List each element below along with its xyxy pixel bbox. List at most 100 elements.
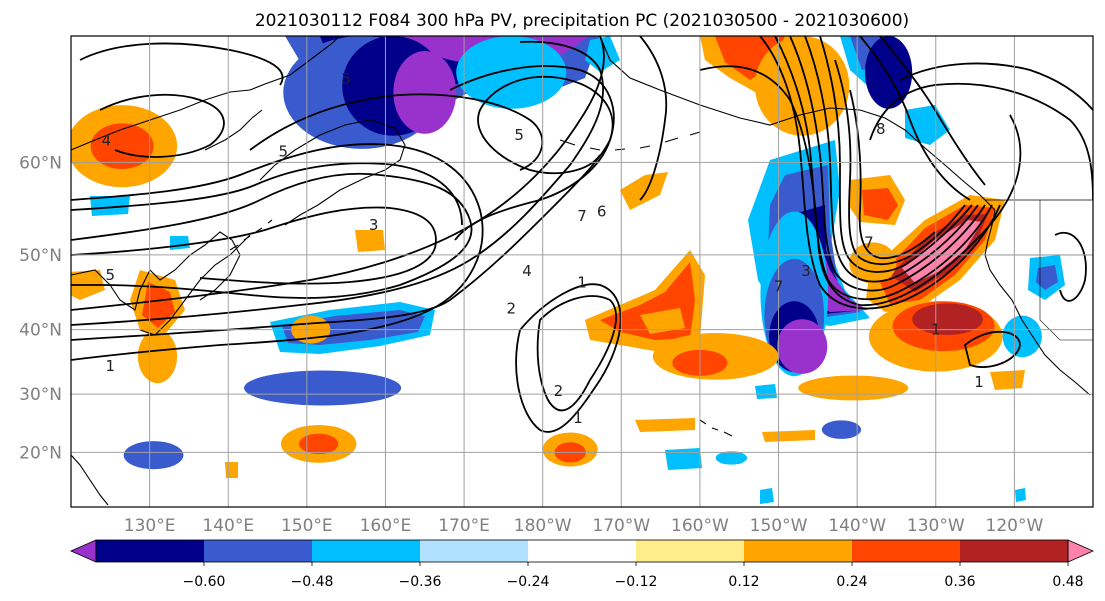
pos-anomaly-region — [355, 230, 385, 252]
pv-contour — [759, 36, 1001, 310]
anomaly-ellipses — [71, 36, 1042, 470]
colorbar-segment — [636, 540, 745, 562]
pv-contour-label: 5 — [278, 143, 288, 161]
latitude-tick-label: 60°N — [19, 153, 62, 173]
colorbar-segment — [960, 540, 1069, 562]
colorbar-segment — [312, 540, 421, 562]
pv-contour — [804, 36, 979, 283]
colorbar-segment — [852, 540, 961, 562]
colorbar-extend-low — [70, 539, 97, 563]
coastline-philippines — [71, 454, 109, 506]
coastline-north-america — [984, 209, 1091, 396]
pv-contour — [859, 36, 971, 201]
pv-contour — [79, 42, 284, 86]
neg-anomaly-region — [755, 384, 777, 399]
colorbar-tick-label: −0.48 — [291, 574, 334, 590]
pv-contour-label: 5 — [514, 126, 524, 144]
pv-contour-label: 1 — [573, 409, 583, 427]
pv-contour — [774, 36, 993, 301]
pv-contour-label: 1 — [106, 357, 116, 375]
longitude-tick-label: 120°W — [986, 516, 1044, 536]
pos-anomaly-blob — [137, 329, 178, 384]
colorbar-tick-label: 0.48 — [1052, 574, 1083, 590]
pos-anomaly-blob — [798, 375, 909, 401]
pos-anomaly-region — [762, 430, 815, 442]
pv-contour — [1054, 232, 1087, 302]
pv-contour-label: 3 — [369, 216, 379, 234]
coastline-kuril-islands — [229, 219, 273, 251]
pv-contour — [849, 89, 936, 259]
colorbar-tick-label: 0.12 — [728, 574, 759, 590]
coastline-alaska — [599, 36, 996, 211]
lat-lon-grid — [71, 36, 1093, 507]
longitude-tick-label: 130°E — [124, 516, 176, 536]
colorbar-segment — [528, 540, 637, 562]
pv-contour-label: 2 — [554, 382, 564, 400]
pv-contour-label: 8 — [876, 120, 886, 138]
pv-contour — [71, 40, 604, 326]
neg-anomaly-region — [1036, 265, 1058, 290]
longitude-tick-label: 150°E — [281, 516, 333, 536]
latitude-tick-label: 20°N — [19, 443, 62, 463]
pv-contour — [71, 206, 437, 285]
coastline-east-asia — [71, 36, 341, 151]
neg-anomaly-blob — [123, 441, 184, 470]
colorbar-tick-label: −0.60 — [183, 574, 226, 590]
pos-anomaly-region — [620, 172, 668, 210]
pv-contour — [71, 143, 484, 361]
neg-anomaly-region — [1015, 488, 1026, 502]
colorbar-tick-label: 0.24 — [836, 574, 867, 590]
colorbar-outline — [95, 539, 1069, 563]
pv-contour-label: 1 — [974, 373, 984, 391]
pv-contour-label: 2 — [506, 300, 516, 318]
pv-contour-label: 7 — [774, 277, 784, 295]
neg-anomaly-blob — [456, 36, 567, 109]
pos-anomaly-region — [635, 418, 695, 432]
pos-anomaly-blob — [90, 123, 154, 169]
neg-anomaly-region — [170, 236, 190, 250]
coastline-aleutians — [559, 131, 701, 151]
pv-contour-label: 7 — [577, 207, 587, 225]
longitude-tick-label: 150°W — [750, 516, 808, 536]
map-axis-ticks: 130°E 140°E 150°E 160°E 170°E 180°W 170°W 160°W… — [19, 153, 1043, 536]
colorbar-tick-label: −0.12 — [615, 574, 658, 590]
pv-contour — [449, 65, 615, 241]
colorbar-extend-high — [1067, 539, 1094, 563]
longitude-tick-label: 170°E — [438, 516, 490, 536]
pv-contour — [899, 62, 1093, 111]
longitude-tick-label: 170°W — [592, 516, 650, 536]
pv-contour — [515, 283, 622, 433]
neg-anomaly-blob — [393, 51, 457, 134]
longitude-tick-label: 130°W — [907, 516, 965, 536]
pv-contour — [869, 82, 1093, 201]
colorbar-segment — [744, 540, 853, 562]
colorbar-tick-label: −0.36 — [399, 574, 442, 590]
latitude-tick-label: 50°N — [19, 246, 62, 266]
neg-anomaly-blob — [1002, 315, 1042, 358]
pos-anomaly-blob — [754, 36, 850, 136]
coastline-korea-china — [71, 231, 241, 311]
pos-anomaly-region — [142, 282, 175, 328]
pos-anomaly-region — [862, 188, 898, 220]
colorbar-segment — [420, 540, 529, 562]
neg-anomaly-blob — [776, 319, 828, 374]
colorbar-segment — [96, 540, 205, 562]
pv-contour-label: 5 — [106, 266, 116, 284]
colorbar-segment — [204, 540, 313, 562]
pv-contour — [99, 93, 225, 158]
neg-anomaly-region — [665, 448, 702, 470]
neg-anomaly-region — [760, 488, 774, 504]
pv-contour-label: 1 — [931, 321, 941, 339]
coastline-kamchatka — [259, 119, 406, 226]
latitude-tick-label: 40°N — [19, 321, 62, 341]
pv-contour — [71, 36, 605, 311]
neg-anomaly-blob — [821, 420, 862, 439]
chart-title: 2021030112 F084 300 hPa PV, precipitatio… — [255, 11, 909, 31]
pos-anomaly-blob — [912, 303, 983, 335]
pv-contour — [963, 330, 1021, 368]
colorbar-tick-label: −0.24 — [507, 574, 550, 590]
pv-contour-label: 5 — [341, 70, 351, 88]
pos-anomaly-blob — [298, 433, 339, 455]
